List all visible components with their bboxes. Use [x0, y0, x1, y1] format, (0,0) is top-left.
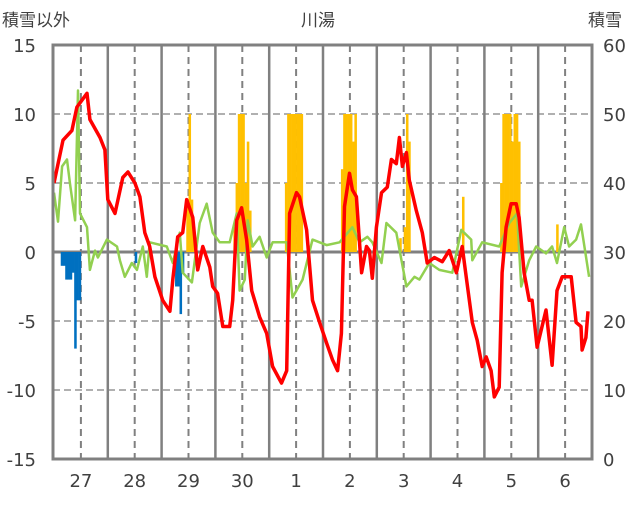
orange-bar: [515, 114, 519, 252]
right-tick-label: 60: [603, 36, 626, 57]
orange-bar: [298, 114, 301, 252]
right-tick-label: 20: [603, 312, 626, 333]
orange-bar: [502, 114, 505, 252]
left-tick-label: -15: [7, 450, 36, 471]
orange-bar: [500, 183, 503, 252]
chart-title: 川湯: [301, 11, 335, 31]
orange-bar: [405, 114, 409, 252]
orange-bar: [343, 114, 346, 252]
x-tick-label: 6: [559, 471, 570, 492]
left-tick-label: -5: [18, 312, 36, 333]
orange-bar: [300, 114, 304, 252]
plot-frame: [51, 43, 594, 461]
blue-bar: [179, 252, 183, 315]
orange-bar: [186, 199, 189, 252]
orange-bar: [403, 227, 407, 252]
blue-bar: [177, 252, 180, 287]
left-tick-label: -10: [7, 381, 36, 402]
left-tick-label: 0: [25, 243, 36, 264]
right-tick-label: 30: [603, 243, 626, 264]
x-tick-label: 5: [506, 471, 517, 492]
left-tick-label: 10: [13, 105, 36, 126]
right-axis-title: 積雪: [588, 11, 622, 31]
orange-bar: [291, 114, 295, 252]
right-tick-label: 10: [603, 381, 626, 402]
orange-bar: [240, 114, 243, 252]
orange-bar: [237, 114, 241, 252]
red-series-line: [52, 91, 590, 399]
orange-bar: [354, 114, 357, 252]
blue-bar: [74, 252, 77, 349]
left-tick-label: 15: [13, 36, 36, 57]
x-tick-label: 2: [344, 471, 355, 492]
orange-bar: [242, 114, 245, 252]
x-tick-label: 29: [177, 471, 200, 492]
x-tick-label: 4: [452, 471, 463, 492]
orange-bar: [461, 196, 465, 252]
blue-bar: [67, 252, 70, 280]
orange-bar: [518, 141, 521, 252]
orange-bar: [284, 183, 288, 252]
orange-bar: [511, 141, 514, 252]
orange-bar: [188, 114, 192, 252]
blue-bar: [78, 252, 82, 301]
orange-bar: [399, 238, 402, 252]
bars: [60, 114, 559, 349]
blue-bar: [134, 252, 138, 264]
orange-bar: [244, 183, 248, 252]
orange-bar: [246, 141, 250, 252]
orange-bar: [296, 114, 299, 252]
left-tick-label: 5: [25, 174, 36, 195]
blue-bar: [60, 252, 64, 266]
orange-bar: [287, 114, 290, 252]
x-tick-label: 27: [69, 471, 92, 492]
orange-bar: [289, 114, 292, 252]
orange-bar: [556, 224, 559, 252]
orange-bar: [506, 114, 510, 252]
blue-bar: [65, 252, 68, 280]
right-tick-label: 40: [603, 174, 626, 195]
blue-bar: [69, 252, 73, 280]
x-tick-label: 1: [290, 471, 301, 492]
orange-bar: [504, 114, 508, 252]
blue-bar: [62, 252, 66, 266]
orange-bar: [352, 141, 355, 252]
right-tick-label: 50: [603, 105, 626, 126]
orange-bar: [293, 114, 297, 252]
right-tick-label: 0: [603, 450, 614, 471]
blue-bar: [71, 252, 75, 273]
left-axis-title: 積雪以外: [2, 11, 70, 31]
orange-bar: [340, 169, 344, 252]
orange-bar: [408, 141, 411, 252]
x-tick-label: 3: [398, 471, 409, 492]
blue-bar: [175, 252, 178, 287]
x-tick-label: 30: [231, 471, 254, 492]
orange-bar: [513, 114, 517, 252]
blue-bar: [76, 252, 79, 301]
x-tick-label: 28: [123, 471, 146, 492]
orange-bar: [509, 114, 512, 252]
